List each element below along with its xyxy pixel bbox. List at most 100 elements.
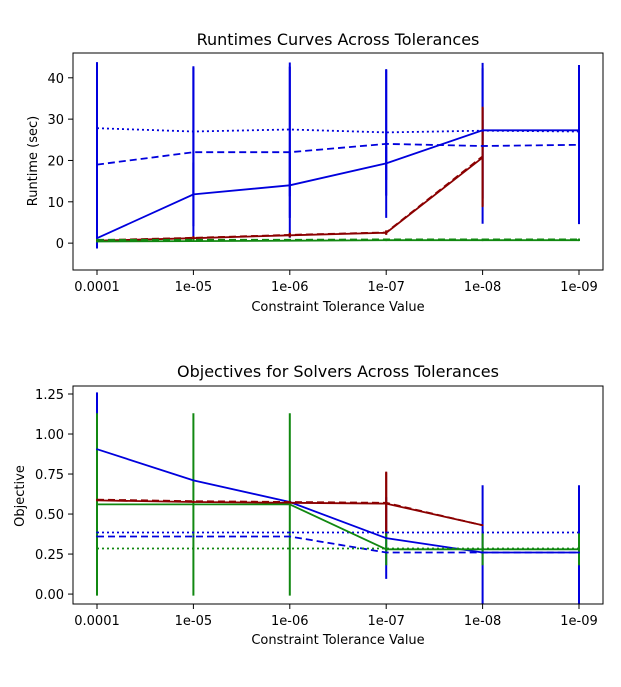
x-tick-label: 1e-06 bbox=[271, 280, 309, 295]
data-point bbox=[578, 548, 580, 551]
series-line bbox=[96, 239, 579, 243]
y-tick-label: 0.25 bbox=[35, 548, 64, 563]
series-line bbox=[96, 129, 579, 240]
chart-title: Runtimes Curves Across Tolerances bbox=[197, 30, 480, 49]
data-point bbox=[385, 537, 388, 539]
data-point bbox=[288, 184, 291, 187]
objective-chart: Objectives for Solvers Across Tolerances… bbox=[13, 362, 604, 648]
y-tick-label: 1.00 bbox=[35, 428, 64, 443]
data-point bbox=[288, 234, 291, 237]
data-point bbox=[578, 239, 580, 242]
x-tick-label: 1e-09 bbox=[560, 614, 598, 629]
data-point bbox=[385, 231, 388, 234]
y-axis-label: Objective bbox=[13, 465, 28, 527]
data-point bbox=[192, 531, 195, 534]
axes-frame bbox=[72, 385, 604, 605]
data-point bbox=[192, 535, 195, 538]
data-point bbox=[288, 531, 291, 534]
data-point bbox=[288, 239, 291, 242]
data-point bbox=[385, 131, 388, 134]
plot-area: 0.0001 1e-05 1e-06 1e-07 1e-08 1e-09 0 10 20 30 40 bbox=[47, 52, 604, 295]
data-point bbox=[96, 535, 98, 538]
data-point bbox=[96, 237, 98, 240]
data-point bbox=[192, 193, 195, 196]
x-tick-label: 1e-05 bbox=[175, 280, 213, 295]
x-tick-label: 1e-09 bbox=[560, 280, 598, 295]
data-point bbox=[96, 163, 98, 166]
x-tick-label: 0.0001 bbox=[74, 280, 120, 295]
data-point bbox=[192, 501, 195, 503]
series-line bbox=[97, 503, 579, 551]
y-tick-label: 1.25 bbox=[35, 388, 64, 403]
data-point bbox=[385, 531, 388, 534]
x-tick-label: 0.0001 bbox=[74, 614, 120, 629]
y-tick-label: 40 bbox=[47, 72, 64, 87]
data-point bbox=[192, 151, 195, 154]
data-point bbox=[481, 155, 484, 158]
data-point bbox=[385, 551, 388, 554]
data-point bbox=[385, 239, 388, 242]
data-point bbox=[578, 143, 580, 146]
data-point bbox=[385, 548, 388, 551]
y-tick-label: 0.50 bbox=[35, 508, 64, 523]
data-point bbox=[96, 127, 98, 130]
y-tick-label: 0.75 bbox=[35, 468, 64, 483]
series-line bbox=[96, 448, 579, 554]
y-tick-label: 20 bbox=[47, 154, 64, 169]
data-point bbox=[481, 156, 484, 159]
x-tick-label: 1e-08 bbox=[464, 614, 502, 629]
x-tick-label: 1e-07 bbox=[367, 614, 405, 629]
data-point bbox=[96, 238, 98, 241]
x-tick-label: 1e-07 bbox=[367, 280, 405, 295]
data-point bbox=[96, 240, 98, 243]
data-point bbox=[288, 151, 291, 154]
axes-frame bbox=[72, 52, 604, 271]
x-tick-label: 1e-05 bbox=[175, 614, 213, 629]
data-point bbox=[96, 503, 98, 506]
data-point bbox=[578, 531, 580, 534]
data-point bbox=[96, 547, 98, 550]
x-axis-label: Constraint Tolerance Value bbox=[251, 633, 424, 648]
series-group bbox=[96, 62, 580, 249]
y-tick-label: 10 bbox=[47, 196, 64, 211]
data-point bbox=[385, 162, 388, 165]
data-point bbox=[288, 501, 291, 504]
data-point bbox=[481, 239, 484, 242]
data-point bbox=[481, 145, 484, 147]
data-point bbox=[96, 448, 98, 451]
y-tick-label: 0 bbox=[56, 237, 64, 252]
runtime-chart: Runtimes Curves Across Tolerances Constr… bbox=[26, 30, 604, 315]
data-point bbox=[578, 551, 580, 554]
data-point bbox=[481, 548, 484, 551]
data-point bbox=[192, 479, 195, 482]
series-line bbox=[96, 142, 580, 166]
data-point bbox=[481, 524, 484, 527]
x-tick-label: 1e-06 bbox=[271, 614, 309, 629]
data-point bbox=[288, 535, 291, 538]
data-point bbox=[481, 551, 484, 554]
data-point bbox=[578, 129, 580, 132]
y-tick-label: 0.00 bbox=[35, 588, 64, 603]
series-group bbox=[96, 392, 580, 604]
y-axis-label: Runtime (sec) bbox=[26, 116, 41, 207]
data-point bbox=[385, 502, 388, 505]
y-tick-label: 30 bbox=[47, 113, 64, 128]
data-point bbox=[96, 531, 98, 534]
data-point bbox=[192, 240, 195, 242]
data-point bbox=[288, 503, 291, 506]
data-point bbox=[192, 503, 195, 506]
plot-area: 0.0001 1e-05 1e-06 1e-07 1e-08 1e-09 0.00 0.25 0… bbox=[35, 385, 604, 629]
chart-title: Objectives for Solvers Across Tolerances bbox=[177, 362, 499, 381]
x-axis-label: Constraint Tolerance Value bbox=[251, 300, 424, 315]
data-point bbox=[481, 129, 484, 132]
data-point bbox=[192, 237, 195, 240]
data-point bbox=[288, 547, 291, 550]
data-point bbox=[481, 531, 484, 534]
data-point bbox=[385, 143, 388, 145]
data-point bbox=[192, 130, 195, 133]
data-point bbox=[288, 128, 291, 131]
data-point bbox=[96, 499, 98, 502]
data-point bbox=[192, 547, 195, 550]
x-tick-label: 1e-08 bbox=[464, 280, 502, 295]
